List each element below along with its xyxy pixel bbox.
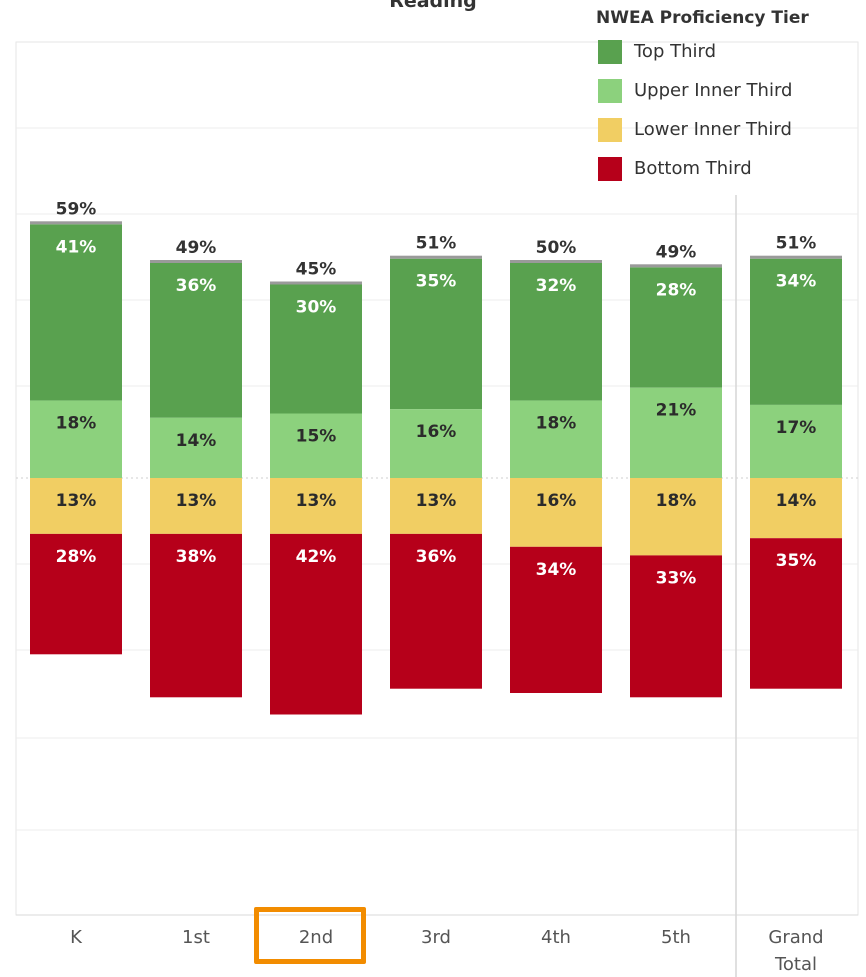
data-label: 34% (776, 272, 817, 292)
data-label: 28% (656, 280, 697, 300)
legend-swatch-top-third (598, 39, 622, 64)
bar-lower-inner-third-k[interactable] (30, 478, 122, 534)
bar-bottom-third-1st[interactable] (150, 533, 242, 698)
chart-title: Reading (389, 0, 477, 12)
data-label: 13% (176, 491, 217, 511)
data-label: 30% (296, 298, 337, 318)
bar-lower-inner-third-5th[interactable] (630, 478, 722, 556)
bar-total-cap (750, 255, 842, 259)
x-tick-label[interactable]: 3rd (421, 927, 451, 948)
data-label: 33% (656, 568, 697, 588)
data-label: 35% (776, 551, 817, 571)
total-label: 51% (416, 234, 457, 254)
bar-total-cap (270, 281, 362, 285)
legend-label: Lower Inner Third (634, 119, 792, 140)
bar-total-cap (630, 264, 722, 268)
data-label: 13% (416, 491, 457, 511)
data-label: 28% (56, 547, 97, 567)
bar-bottom-third-k[interactable] (30, 533, 122, 655)
bar-top-third-2nd[interactable] (270, 284, 362, 414)
bar-total-cap (390, 255, 482, 259)
data-label: 18% (536, 414, 577, 434)
bar-upper-inner-third-4th[interactable] (510, 400, 602, 478)
x-tick-label[interactable]: 5th (661, 927, 691, 948)
legend-item-top-third[interactable]: Top Third (598, 32, 809, 71)
legend-label: Top Third (634, 41, 717, 62)
data-label: 35% (416, 272, 457, 292)
x-tick-label[interactable]: Grand (768, 927, 823, 948)
data-label: 38% (176, 547, 217, 567)
data-label: 13% (56, 491, 97, 511)
data-label: 14% (176, 431, 217, 451)
x-tick-label[interactable]: 1st (182, 927, 210, 948)
legend-label: Upper Inner Third (634, 80, 793, 101)
selected-category-highlight (254, 907, 366, 964)
data-label: 16% (536, 491, 577, 511)
legend-item-upper-inner-third[interactable]: Upper Inner Third (598, 71, 809, 110)
data-label: 13% (296, 491, 337, 511)
bar-upper-inner-third-2nd[interactable] (270, 413, 362, 479)
x-tick-label[interactable]: Total (774, 954, 817, 975)
data-label: 41% (56, 237, 97, 257)
bar-lower-inner-third-3rd[interactable] (390, 478, 482, 534)
total-label: 49% (656, 242, 697, 262)
bar-bottom-third-4th[interactable] (510, 546, 602, 693)
legend: NWEA Proficiency Tier Top Third Upper In… (596, 8, 809, 188)
bar-upper-inner-third-5th[interactable] (630, 387, 722, 478)
bar-lower-inner-third-2nd[interactable] (270, 478, 362, 534)
legend-item-bottom-third[interactable]: Bottom Third (598, 149, 809, 188)
total-label: 45% (296, 260, 337, 280)
x-tick-label[interactable]: K (70, 927, 83, 948)
bar-top-third-k[interactable] (30, 224, 122, 401)
bar-upper-inner-third-1st[interactable] (150, 417, 242, 478)
bar-upper-inner-third-3rd[interactable] (390, 409, 482, 478)
data-label: 32% (536, 276, 577, 296)
legend-swatch-upper-inner-third (598, 78, 622, 103)
bar-lower-inner-third-1st[interactable] (150, 478, 242, 534)
data-label: 34% (536, 560, 577, 580)
total-label: 51% (776, 234, 817, 254)
bar-total-cap (510, 260, 602, 263)
data-label: 16% (416, 422, 457, 442)
bar-bottom-third-grand-total[interactable] (750, 538, 842, 689)
data-label: 18% (656, 491, 697, 511)
legend-item-lower-inner-third[interactable]: Lower Inner Third (598, 110, 809, 149)
bar-upper-inner-third-k[interactable] (30, 400, 122, 478)
bar-total-cap (150, 260, 242, 263)
bar-bottom-third-3rd[interactable] (390, 533, 482, 689)
bar-lower-inner-third-grand-total[interactable] (750, 478, 842, 539)
legend-title: NWEA Proficiency Tier (596, 8, 809, 28)
bar-top-third-5th[interactable] (630, 267, 722, 388)
x-tick-label[interactable]: 4th (541, 927, 571, 948)
data-label: 17% (776, 418, 817, 438)
legend-swatch-bottom-third (598, 156, 622, 181)
x-tick-label[interactable]: 2nd (299, 927, 333, 948)
data-label: 15% (296, 427, 337, 447)
bar-top-third-grand-total[interactable] (750, 258, 842, 405)
total-label: 49% (176, 238, 217, 258)
total-label: 59% (56, 199, 97, 219)
data-label: 14% (776, 491, 817, 511)
bar-bottom-third-2nd[interactable] (270, 533, 362, 715)
data-label: 42% (296, 547, 337, 567)
data-label: 18% (56, 414, 97, 434)
bar-top-third-3rd[interactable] (390, 258, 482, 410)
bar-total-cap (30, 221, 122, 225)
bar-upper-inner-third-grand-total[interactable] (750, 404, 842, 478)
legend-label: Bottom Third (634, 158, 752, 179)
bar-lower-inner-third-4th[interactable] (510, 478, 602, 547)
bar-top-third-4th[interactable] (510, 263, 602, 401)
legend-swatch-lower-inner-third (598, 117, 622, 142)
bar-bottom-third-5th[interactable] (630, 555, 722, 698)
total-label: 50% (536, 238, 577, 258)
bar-top-third-1st[interactable] (150, 263, 242, 418)
data-label: 36% (416, 547, 457, 567)
data-label: 21% (656, 401, 697, 421)
data-label: 36% (176, 276, 217, 296)
